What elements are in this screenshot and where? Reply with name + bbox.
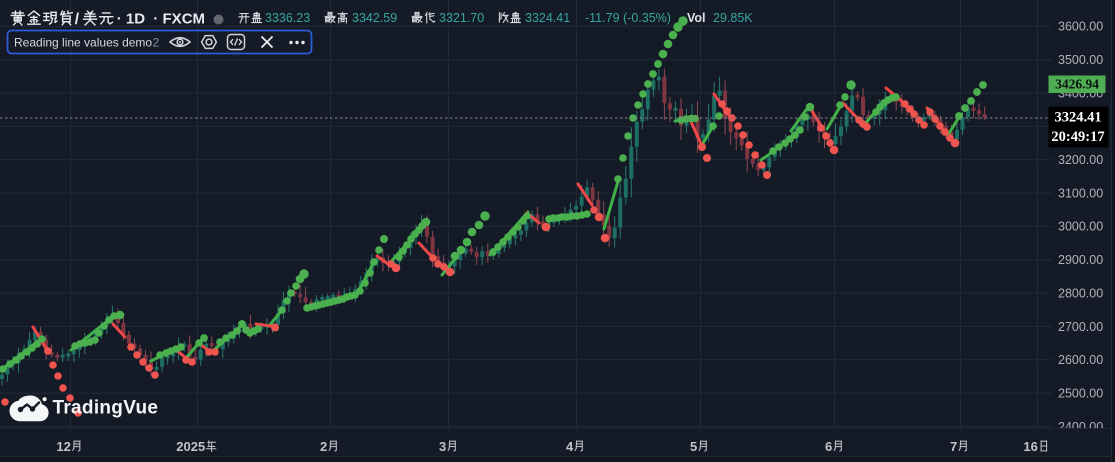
svg-text:3100.00: 3100.00 xyxy=(1058,186,1103,200)
svg-text:12: 12 xyxy=(56,439,70,454)
svg-text:3: 3 xyxy=(439,439,446,454)
svg-text:2800.00: 2800.00 xyxy=(1058,286,1103,300)
svg-text:7: 7 xyxy=(950,439,957,454)
svg-text:2500.00: 2500.00 xyxy=(1058,387,1103,401)
svg-text:3324.41: 3324.41 xyxy=(525,11,570,25)
svg-text:3336.23: 3336.23 xyxy=(265,11,310,25)
svg-text:3200.00: 3200.00 xyxy=(1058,153,1103,167)
svg-text:Vol: Vol xyxy=(687,11,706,25)
svg-text:6: 6 xyxy=(825,439,832,454)
svg-text:20:49:17: 20:49:17 xyxy=(1051,129,1104,145)
svg-text:16: 16 xyxy=(1023,439,1037,454)
svg-text:5: 5 xyxy=(690,439,697,454)
svg-text:2: 2 xyxy=(153,36,160,50)
svg-text:3600.00: 3600.00 xyxy=(1058,20,1103,34)
svg-text:2: 2 xyxy=(320,439,327,454)
svg-text:2700.00: 2700.00 xyxy=(1058,320,1103,334)
svg-text:3321.70: 3321.70 xyxy=(439,11,484,25)
svg-text:3500.00: 3500.00 xyxy=(1058,53,1103,67)
svg-text:2900.00: 2900.00 xyxy=(1058,253,1103,267)
svg-text:3000.00: 3000.00 xyxy=(1058,220,1103,234)
svg-text:· 1D · FXCM: · 1D · FXCM xyxy=(117,11,205,28)
svg-text:3342.59: 3342.59 xyxy=(352,11,397,25)
svg-text:4: 4 xyxy=(566,439,574,454)
svg-text:2600.00: 2600.00 xyxy=(1058,353,1103,367)
svg-text:2025: 2025 xyxy=(176,439,205,454)
svg-text:-11.79 (-0.35%): -11.79 (-0.35%) xyxy=(585,11,671,25)
svg-text:TradingVue: TradingVue xyxy=(53,398,159,419)
svg-text:/: / xyxy=(75,11,80,28)
svg-text:Reading line values demo: Reading line values demo xyxy=(14,36,152,50)
svg-text:3426.94: 3426.94 xyxy=(1055,77,1099,92)
svg-text:3324.41: 3324.41 xyxy=(1054,110,1101,126)
svg-text:29.85K: 29.85K xyxy=(713,11,753,25)
